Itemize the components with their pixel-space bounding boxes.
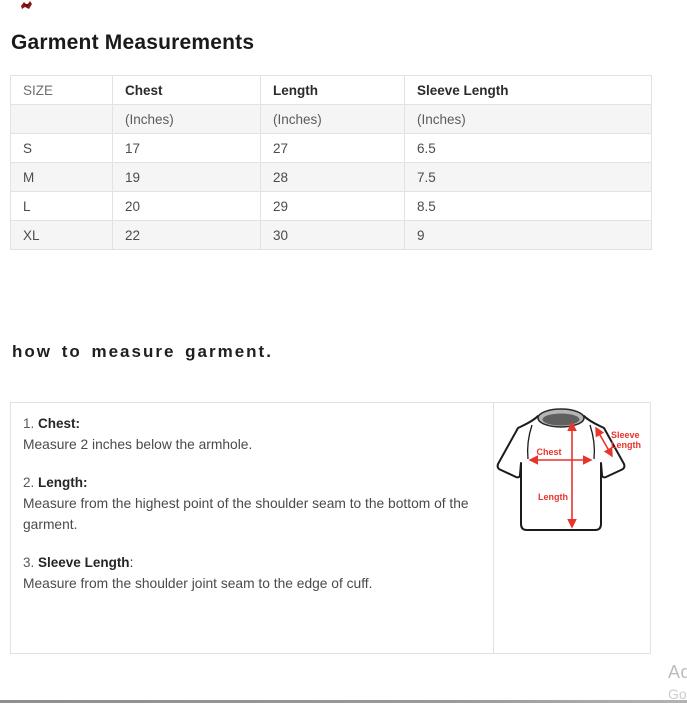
units-cell-chest: (Inches) — [112, 104, 261, 134]
cell-chest: 22 — [112, 220, 261, 250]
column-header-sleeve: Sleeve Length — [404, 75, 652, 105]
instruction-heading: 2. Length: — [23, 472, 477, 493]
chest-label: Chest — [536, 447, 561, 457]
cell-sleeve: 7.5 — [404, 162, 652, 192]
units-cell-sleeve: (Inches) — [404, 104, 652, 134]
instruction-label: Sleeve Length — [38, 555, 130, 570]
cell-size: L — [10, 191, 113, 221]
instruction-heading: 3. Sleeve Length: — [23, 555, 134, 570]
instruction-item-sleeve: 3. Sleeve Length: Measure from the shoul… — [23, 552, 477, 594]
diagram-column: Chest Length Sleeve Length — [494, 403, 650, 653]
ad-google-text[interactable]: Go — [668, 686, 687, 702]
column-header-chest: Chest — [112, 75, 261, 105]
instruction-heading: 1. Chest: — [23, 413, 477, 434]
cell-length: 30 — [260, 220, 405, 250]
instruction-label: Length: — [38, 475, 88, 490]
instruction-number: 3. — [23, 555, 35, 570]
cell-length: 27 — [260, 133, 405, 163]
measurement-arrows — [528, 421, 613, 529]
page-title: Garment Measurements — [11, 31, 255, 54]
units-cell-length: (Inches) — [260, 104, 405, 134]
tshirt-measurement-diagram: Chest Length Sleeve Length — [496, 408, 641, 531]
cell-chest: 19 — [112, 162, 261, 192]
sleeve-label-line1: Sleeve — [611, 430, 640, 440]
length-label: Length — [538, 492, 568, 502]
cell-chest: 20 — [112, 191, 261, 221]
table-units-row: (Inches) (Inches) (Inches) — [10, 104, 652, 134]
instruction-text: Measure 2 inches below the armhole. — [23, 437, 253, 452]
instruction-text: Measure from the highest point of the sh… — [23, 496, 469, 532]
cell-chest: 17 — [112, 133, 261, 163]
units-cell-empty — [10, 104, 113, 134]
bottom-border-line — [0, 700, 687, 703]
column-header-size: SIZE — [10, 75, 113, 105]
cell-length: 28 — [260, 162, 405, 192]
diagram-labels: Chest Length Sleeve Length — [536, 430, 641, 502]
column-header-length: Length — [260, 75, 405, 105]
cell-size: M — [10, 162, 113, 192]
section-title: how to measure garment. — [12, 342, 273, 361]
instruction-item-length: 2. Length: Measure from the highest poin… — [23, 472, 477, 535]
instruction-number: 1. — [23, 416, 35, 431]
tshirt-outline-icon — [496, 408, 626, 531]
instruction-item-chest: 1. Chest: Measure 2 inches below the arm… — [23, 413, 477, 455]
table-header-row: SIZE Chest Length Sleeve Length — [10, 75, 652, 105]
cell-sleeve: 6.5 — [404, 133, 652, 163]
table-row: XL 22 30 9 — [10, 220, 652, 250]
cell-length: 29 — [260, 191, 405, 221]
table-row: S 17 27 6.5 — [10, 133, 652, 163]
instructions-column: 1. Chest: Measure 2 inches below the arm… — [11, 403, 494, 653]
sleeve-arrow — [595, 426, 613, 458]
cell-size: S — [10, 133, 113, 163]
measure-panel: 1. Chest: Measure 2 inches below the arm… — [10, 402, 651, 654]
cell-sleeve: 8.5 — [404, 191, 652, 221]
instruction-text: Measure from the shoulder joint seam to … — [23, 576, 373, 591]
table-row: M 19 28 7.5 — [10, 162, 652, 192]
size-table: SIZE Chest Length Sleeve Length (Inches)… — [10, 75, 652, 250]
sleeve-label-line2: Length — [611, 440, 641, 450]
ad-attribution-text[interactable]: Ad — [668, 662, 687, 682]
cell-sleeve: 9 — [404, 220, 652, 250]
instruction-number: 2. — [23, 475, 35, 490]
instruction-label: Chest: — [38, 416, 81, 431]
corner-artifact-mark — [21, 1, 32, 9]
cell-size: XL — [10, 220, 113, 250]
table-row: L 20 29 8.5 — [10, 191, 652, 221]
